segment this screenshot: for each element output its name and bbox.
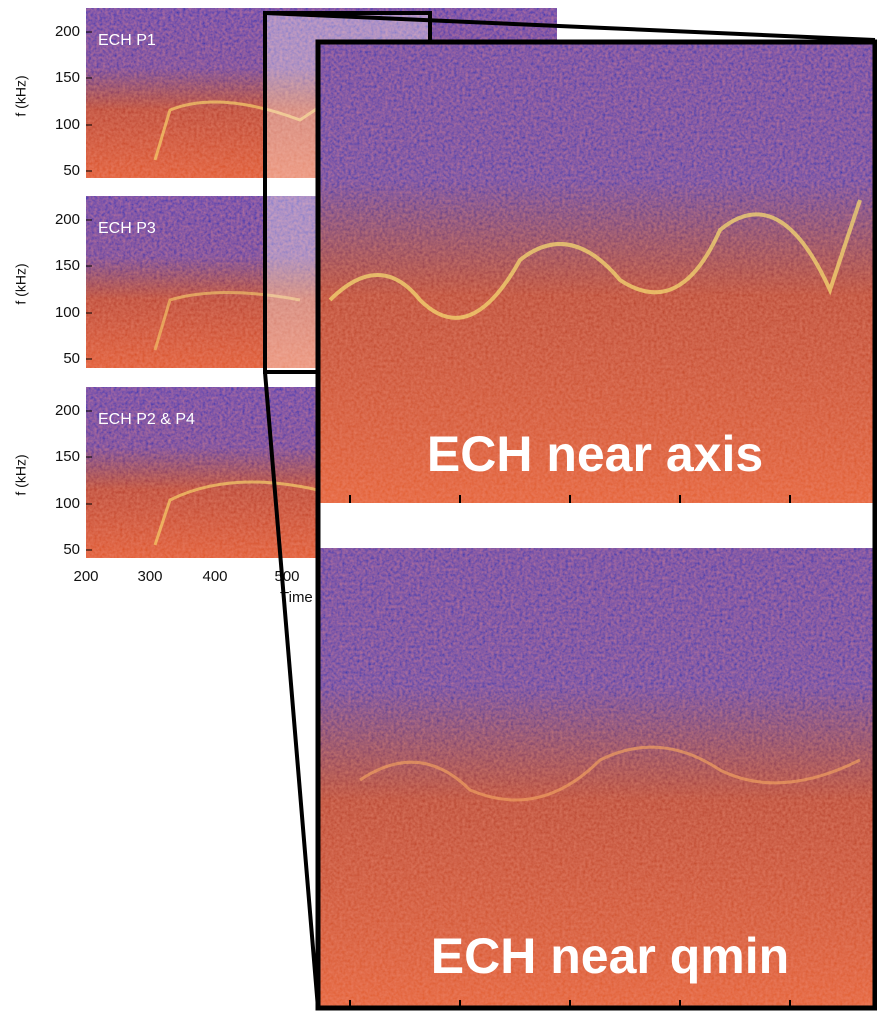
x-tick-label: 300 xyxy=(137,568,162,585)
y-axis-label: f (kHz) xyxy=(13,454,29,495)
y-tick-label: 100 xyxy=(55,304,80,321)
x-tick-label: 200 xyxy=(73,568,98,585)
y-tick-label: 100 xyxy=(55,116,80,133)
panel-label: ECH P1 xyxy=(98,32,156,49)
zoom-label: ECH near qmin xyxy=(431,928,789,984)
y-tick-label: 50 xyxy=(63,350,80,367)
x-tick-label: 400 xyxy=(202,568,227,585)
y-tick-label: 150 xyxy=(55,448,80,465)
y-tick-label: 200 xyxy=(55,23,80,40)
y-tick-label: 200 xyxy=(55,402,80,419)
y-axis-label: f (kHz) xyxy=(13,263,29,304)
y-tick-label: 200 xyxy=(55,211,80,228)
x-axis-label: Time xyxy=(280,589,313,606)
y-axis-label: f (kHz) xyxy=(13,75,29,116)
x-tick-label: 500 xyxy=(274,568,299,585)
panel xyxy=(86,196,318,368)
panel-label: ECH P2 & P4 xyxy=(98,411,195,428)
panel-label: ECH P3 xyxy=(98,220,156,237)
y-tick-label: 150 xyxy=(55,257,80,274)
zoom-panel: ECH near axis ECH near qmin xyxy=(315,39,877,1011)
y-tick-label: 150 xyxy=(55,69,80,86)
y-tick-label: 100 xyxy=(55,495,80,512)
zoom-label: ECH near axis xyxy=(427,426,763,482)
y-tick-label: 50 xyxy=(63,162,80,179)
y-tick-label: 50 xyxy=(63,541,80,558)
